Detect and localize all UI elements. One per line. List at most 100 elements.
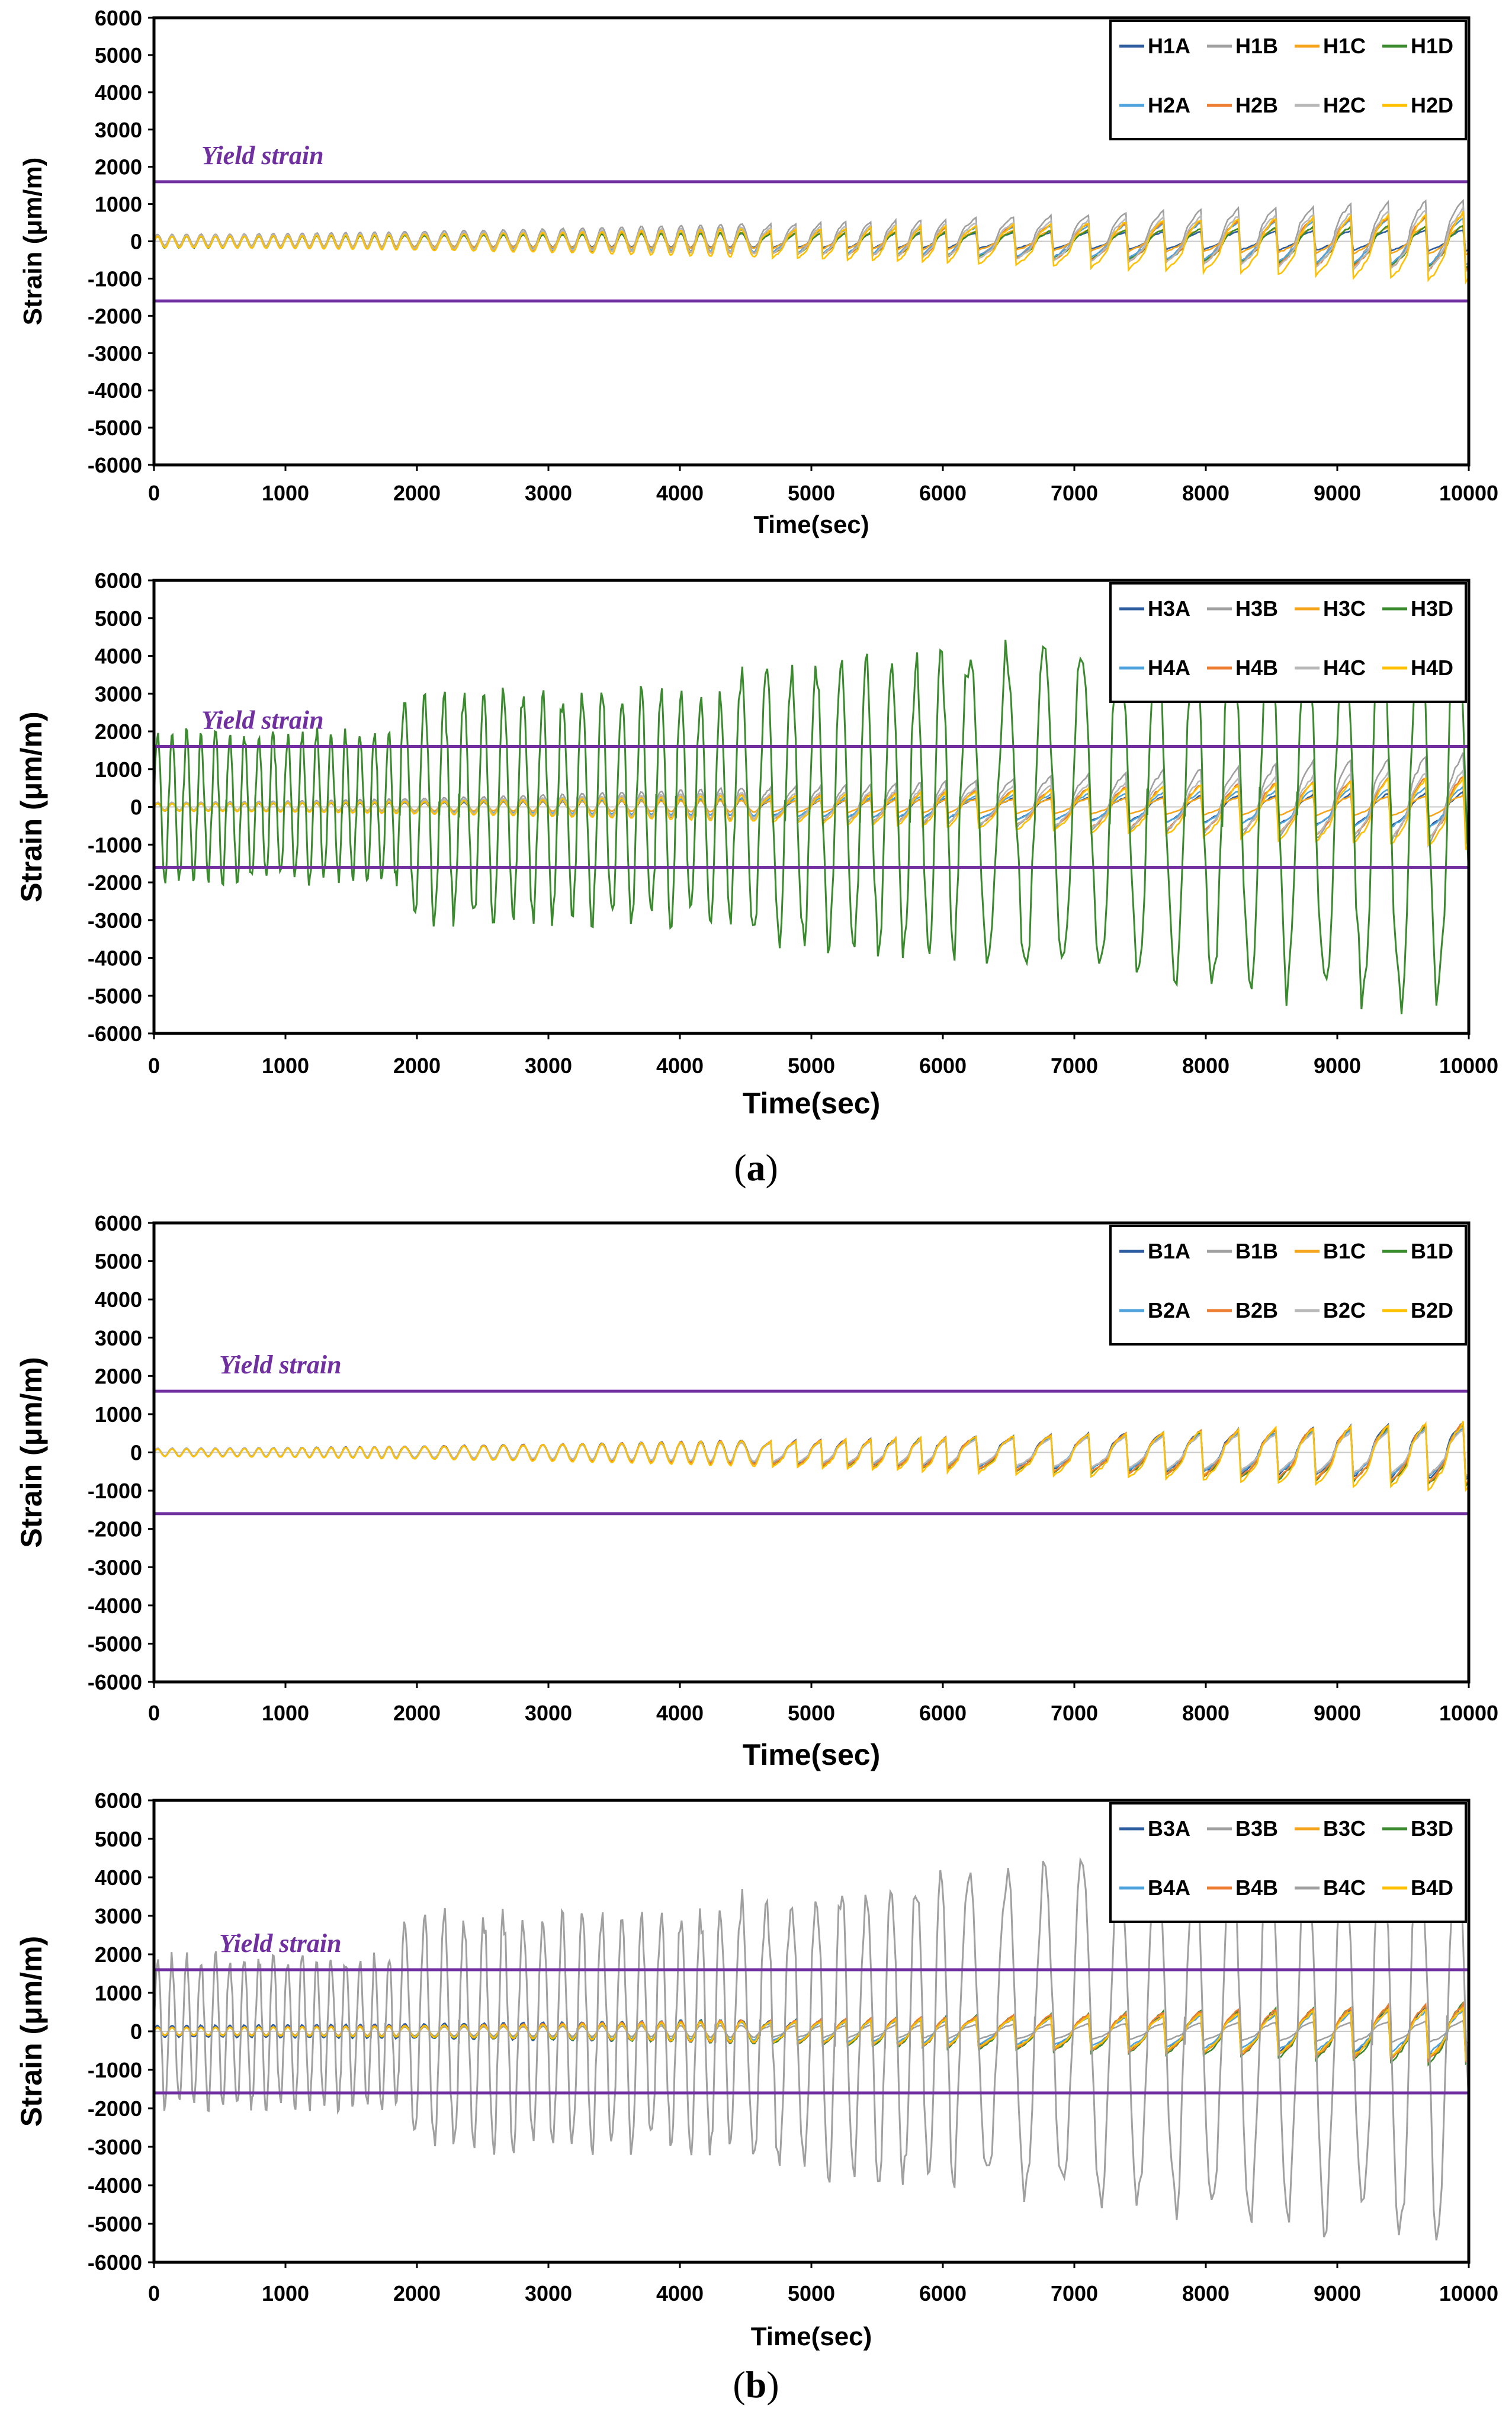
y-tick-label: 6000 — [95, 569, 142, 593]
chart-h3-h4: Yield strain 6000 5000 4000 3000 2000 1000 0 -10… — [0, 569, 1512, 1137]
y-tick-label: 0 — [130, 795, 142, 820]
legend-entry-H4D: H4D — [1411, 656, 1453, 680]
x-tick-label: 6000 — [919, 481, 967, 505]
y-tick-label: -1000 — [88, 2058, 142, 2082]
series-B4C — [154, 1818, 1469, 2241]
y-tick-label: -5000 — [88, 416, 142, 440]
caption-a: (a) — [734, 1147, 778, 1189]
y-tick-label: -3000 — [88, 1555, 142, 1579]
y-axis-label: Strain (μm/m) — [15, 711, 48, 902]
legend: H3A H3B H3C H3D H4A H4B H4C H4D — [1109, 582, 1467, 703]
legend-entry-B4B: B4B — [1235, 1876, 1278, 1900]
y-tick-label: -5000 — [88, 2212, 142, 2236]
y-tick-label: -4000 — [88, 946, 142, 971]
legend-entry-H1A: H1A — [1148, 34, 1190, 58]
yield-strain-label: Yield strain — [219, 1350, 342, 1379]
y-tick-label: 4000 — [95, 1865, 142, 1890]
y-tick-label: 1000 — [95, 1981, 142, 2005]
chart-b1-b2: Yield strain 6000 5000 4000 3000 2000 1000 0 -10… — [0, 1202, 1512, 1783]
legend-entry-B3B: B3B — [1235, 1816, 1278, 1841]
chart-h1-h2: Yield strain 6000 5000 4000 3000 2000 1000 0 -10… — [0, 0, 1512, 563]
legend-entry-H1C: H1C — [1323, 34, 1366, 58]
x-tick-label: 8000 — [1182, 481, 1229, 505]
y-tick-label: -2000 — [88, 871, 142, 895]
y-tick-label: 5000 — [95, 1250, 142, 1274]
y-tick-label: 0 — [130, 230, 142, 254]
x-tick-label: 3000 — [525, 1701, 572, 1725]
legend-entry-B1C: B1C — [1323, 1239, 1366, 1263]
x-tick-label: 10000 — [1439, 1054, 1498, 1078]
y-tick-label: 2000 — [95, 1942, 142, 1967]
x-axis-label: Time(sec) — [743, 1738, 881, 1771]
y-tick-label: 5000 — [95, 606, 142, 631]
y-axis-label: Strain (μm/m) — [15, 1357, 48, 1547]
x-tick-label: 2000 — [393, 2281, 441, 2306]
x-tick-label: 8000 — [1182, 1054, 1229, 1078]
chart-h1-h2-svg: Yield strain 6000 5000 4000 3000 2000 10000 -10… — [18, 6, 1498, 538]
legend-entry-H3A: H3A — [1148, 596, 1190, 621]
x-tick-label: 7000 — [1051, 1054, 1098, 1078]
legend-entry-B3A: B3A — [1148, 1816, 1190, 1841]
legend-entry-B4D: B4D — [1411, 1876, 1453, 1900]
legend-entry-B1D: B1D — [1411, 1239, 1453, 1263]
y-tick-label: 2000 — [95, 155, 142, 179]
y-tick-label: -2000 — [88, 1517, 142, 1542]
x-axis-label: Time(sec) — [751, 2322, 872, 2351]
x-tick-label: 10000 — [1439, 2281, 1498, 2306]
y-tick-label: -6000 — [88, 1670, 142, 1694]
legend: B3A B3B B3C B3D B4A B4B B4C B4D — [1109, 1802, 1467, 1923]
y-tick-label: 3000 — [95, 682, 142, 706]
x-tick-label: 6000 — [919, 1701, 967, 1725]
x-tick-label: 9000 — [1314, 1701, 1361, 1725]
legend-entry-B2C: B2C — [1323, 1298, 1366, 1322]
y-axis-label: Strain (μm/m) — [15, 1936, 48, 2127]
x-tick-label: 3000 — [525, 1054, 572, 1078]
chart-b3-b4: Yield strain 6000 5000 4000 3000 2000 1000 0 -10… — [0, 1783, 1512, 2363]
y-tick-label: 6000 — [95, 1789, 142, 1813]
y-tick-label: -1000 — [88, 266, 142, 291]
legend-entry-B2B: B2B — [1235, 1298, 1278, 1322]
x-tick-label: 7000 — [1051, 2281, 1098, 2306]
chart-b1-b2-svg: Yield strain6000500040003000200010000-10… — [15, 1211, 1498, 1771]
y-tick-label: -4000 — [88, 2173, 142, 2198]
plot-area: Yield strain — [154, 1818, 1469, 2241]
y-tick-label: -4000 — [88, 1594, 142, 1618]
y-tick-label: 2000 — [95, 720, 142, 744]
legend-entry-H3D: H3D — [1411, 596, 1453, 621]
x-tick-label: 10000 — [1439, 1701, 1498, 1725]
x-tick-label: 5000 — [788, 481, 835, 505]
y-tick-label: 6000 — [95, 6, 142, 30]
legend-entry-H4B: H4B — [1235, 656, 1278, 680]
y-tick-label: 6000 — [95, 1211, 142, 1235]
y-tick-label: -6000 — [88, 453, 142, 477]
x-tick-label: 9000 — [1314, 1054, 1361, 1078]
x-tick-label: 4000 — [656, 481, 704, 505]
y-tick-label: -4000 — [88, 378, 142, 403]
yield-strain-label: Yield strain — [201, 141, 324, 170]
series-H2C — [154, 204, 1469, 272]
x-tick-label: 3000 — [525, 481, 572, 505]
x-tick-label: 9000 — [1314, 481, 1361, 505]
x-tick-label: 0 — [148, 481, 160, 505]
x-tick-label: 10000 — [1439, 481, 1498, 505]
y-tick-label: 0 — [130, 1441, 142, 1465]
y-tick-label: 4000 — [95, 644, 142, 669]
x-tick-label: 4000 — [656, 2281, 704, 2306]
y-tick-label: 5000 — [95, 43, 142, 68]
y-tick-label: 1000 — [95, 1402, 142, 1427]
series-B3D — [154, 2001, 1469, 2067]
legend-entry-H3C: H3C — [1323, 596, 1366, 621]
series-H4C — [154, 768, 1469, 844]
x-tick-label: 2000 — [393, 481, 441, 505]
legend-entry-H4A: H4A — [1148, 656, 1190, 680]
x-tick-label: 5000 — [788, 2281, 835, 2306]
x-tick-label: 0 — [148, 1054, 160, 1078]
y-tick-label: 0 — [130, 2019, 142, 2044]
x-tick-label: 6000 — [919, 1054, 967, 1078]
legend-entry-B2D: B2D — [1411, 1298, 1453, 1322]
yield-strain-label: Yield strain — [201, 706, 324, 735]
x-tick-label: 7000 — [1051, 1701, 1098, 1725]
legend-entry-B4C: B4C — [1323, 1876, 1366, 1900]
y-tick-label: -5000 — [88, 984, 142, 1008]
series-H3D — [154, 598, 1469, 1014]
